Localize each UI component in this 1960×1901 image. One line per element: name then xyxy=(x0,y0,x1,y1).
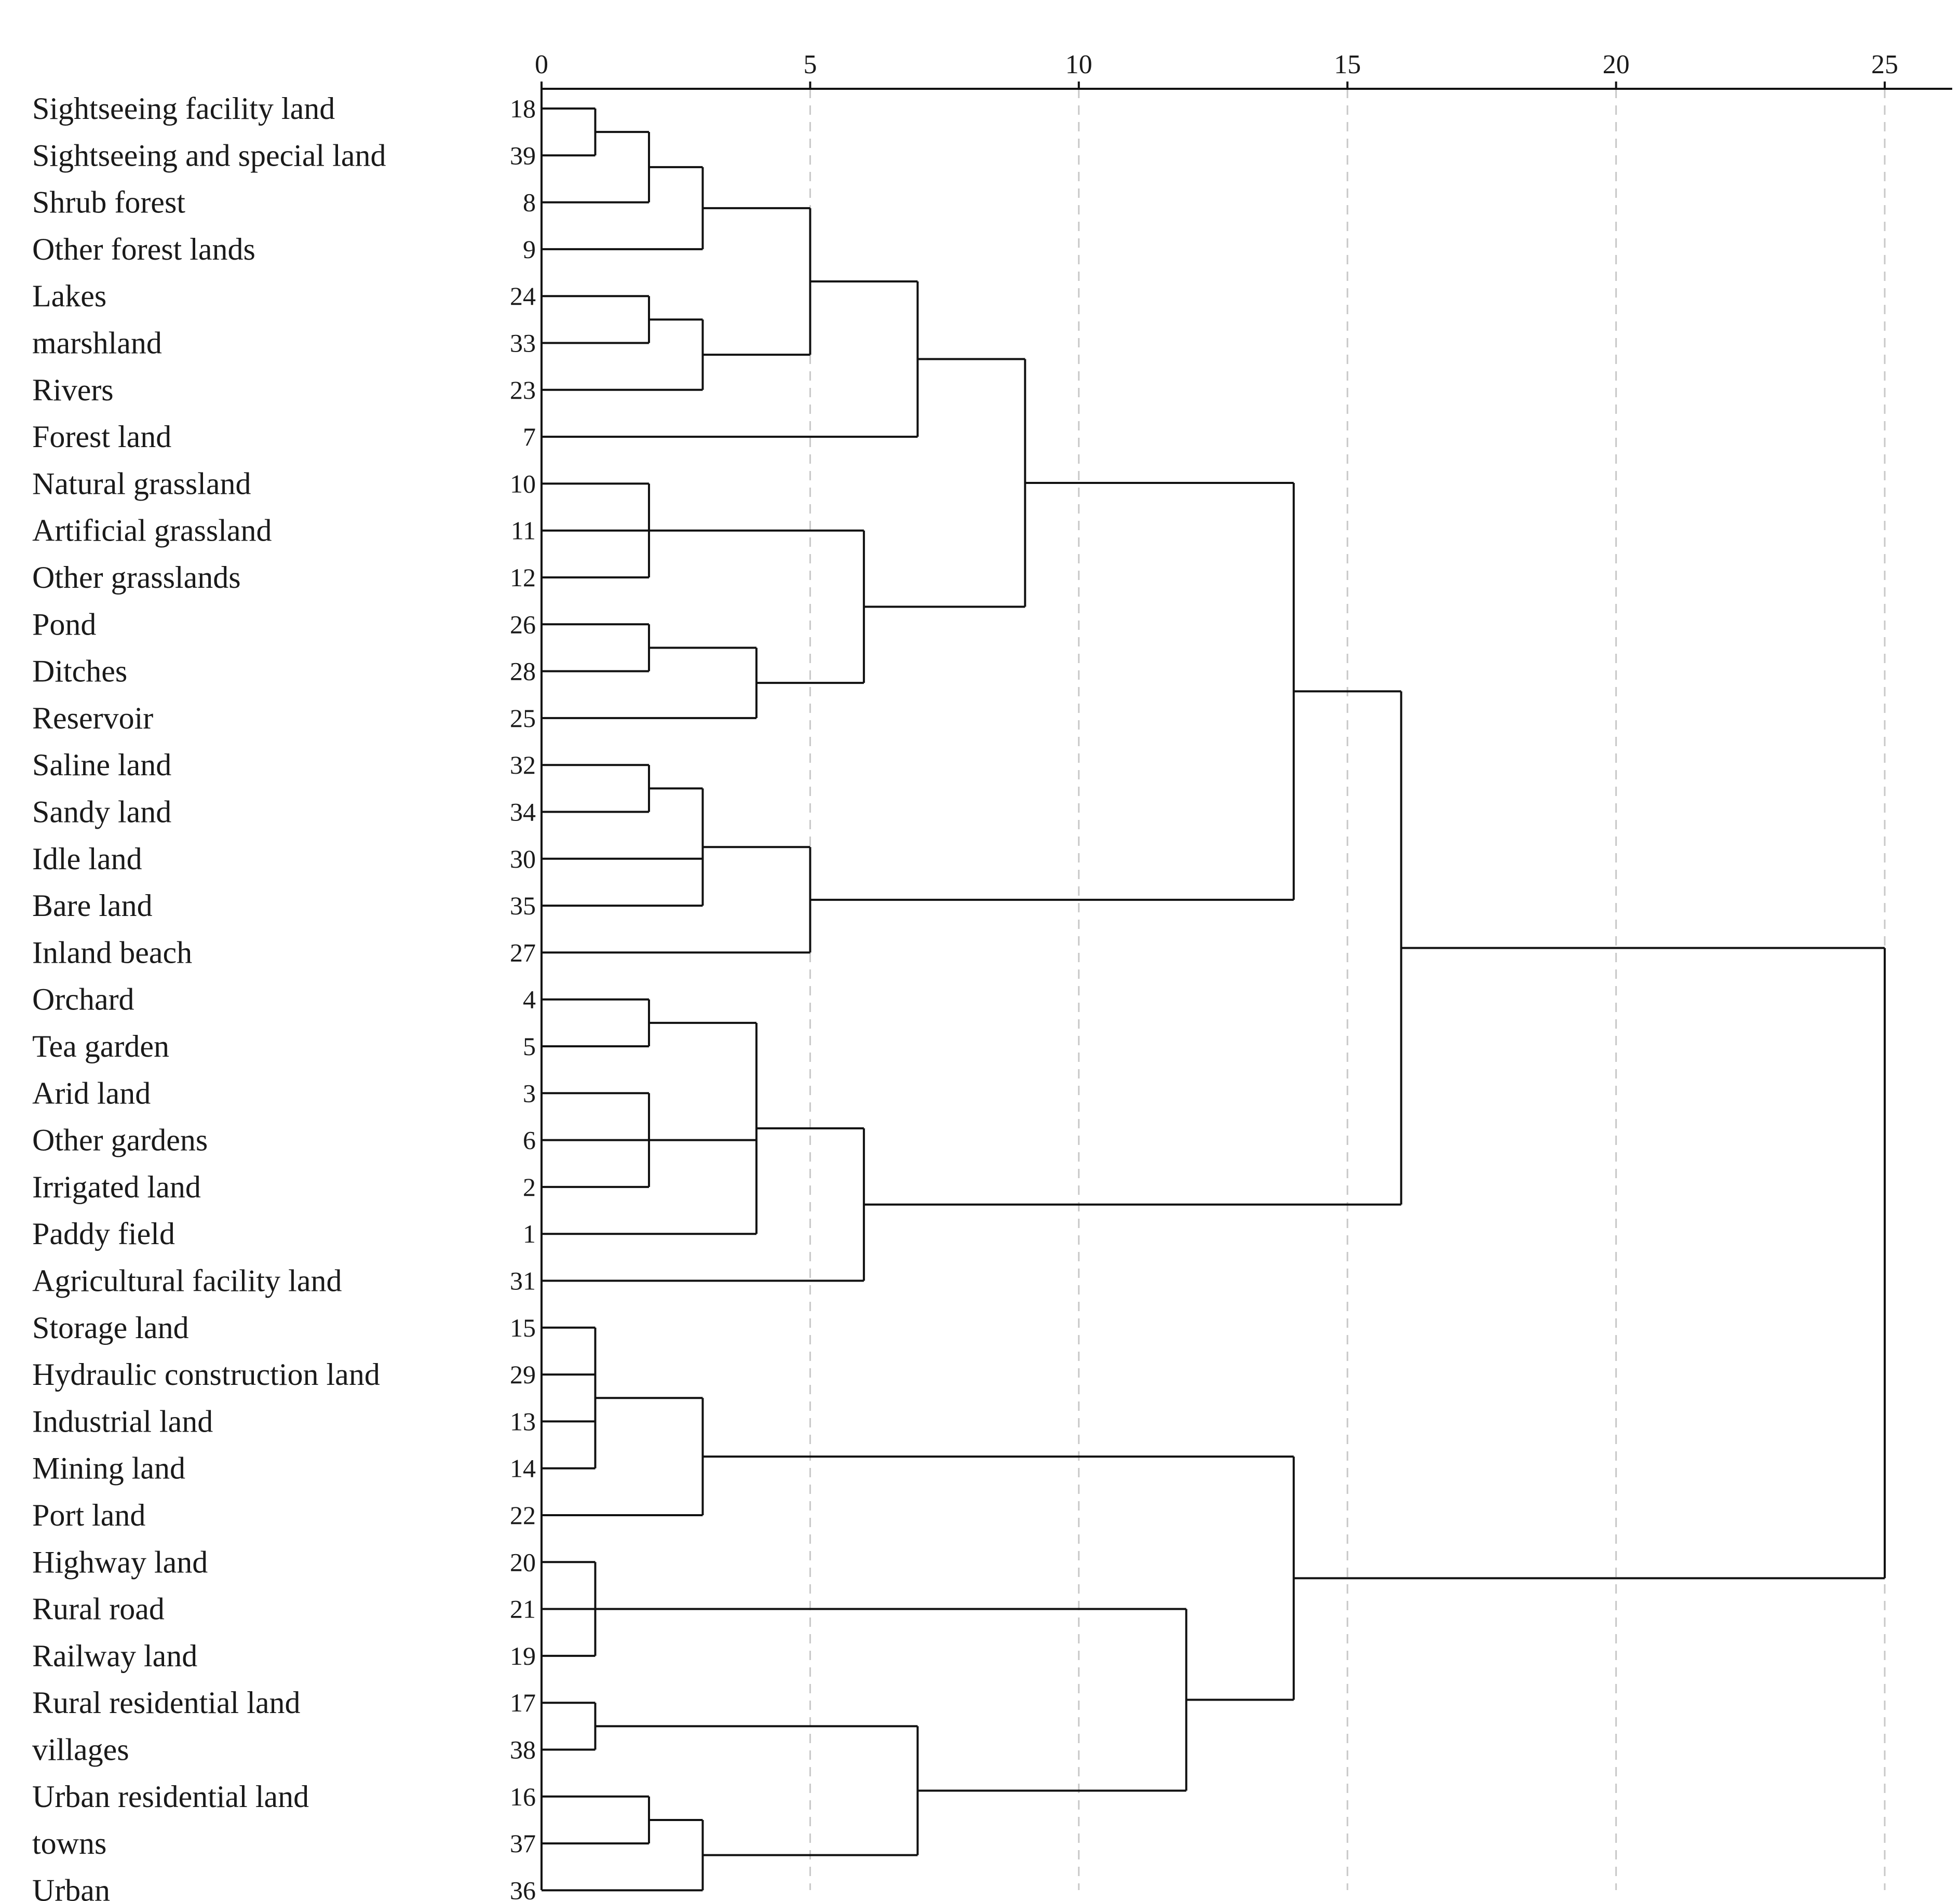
leaf-label: villages xyxy=(32,1733,129,1767)
leaf-index: 36 xyxy=(510,1876,536,1901)
leaf-index: 34 xyxy=(510,798,536,827)
leaf-index: 18 xyxy=(510,94,536,123)
leaf-index: 33 xyxy=(510,329,536,358)
leaf-label: Tea garden xyxy=(32,1029,169,1063)
leaf-index: 19 xyxy=(510,1641,536,1670)
leaf-label: Mining land xyxy=(32,1451,185,1486)
leaf-label: Arid land xyxy=(32,1076,151,1110)
dendrogram-links xyxy=(542,107,1886,1892)
leaf-index: 38 xyxy=(510,1735,536,1764)
leaf-index: 12 xyxy=(510,563,536,592)
leaf-label: Shrub forest xyxy=(32,185,185,220)
leaf-index: 11 xyxy=(511,516,536,545)
leaf-label: marshland xyxy=(32,326,162,360)
leaf-index: 35 xyxy=(510,891,536,920)
leaf-index: 16 xyxy=(510,1782,536,1811)
leaf-label: Other gardens xyxy=(32,1123,208,1157)
leaf-label: Other forest lands xyxy=(32,232,255,266)
leaf-index: 23 xyxy=(510,375,536,405)
leaf-index: 39 xyxy=(510,141,536,170)
leaf-index: 5 xyxy=(523,1032,536,1061)
leaf-label: Sightseeing facility land xyxy=(32,91,335,126)
leaf-index: 9 xyxy=(523,235,536,264)
leaf-label: Idle land xyxy=(32,842,142,876)
leaf-index: 2 xyxy=(523,1172,536,1202)
leaf-index: 13 xyxy=(510,1407,536,1436)
leaf-label: Rural road xyxy=(32,1592,165,1626)
leaf-index: 17 xyxy=(510,1688,536,1717)
leaf-index: 31 xyxy=(510,1266,536,1296)
tick-label-10: 10 xyxy=(1065,50,1092,79)
leaf-index: 21 xyxy=(510,1595,536,1624)
leaf-label: Pond xyxy=(32,607,96,641)
leaf-label: Natural grassland xyxy=(32,466,251,501)
tick-label-5: 5 xyxy=(803,50,817,79)
leaf-index: 14 xyxy=(510,1454,536,1483)
leaf-label: Port land xyxy=(32,1498,145,1532)
leaf-label: Artificial grassland xyxy=(32,514,272,548)
leaf-label: Industrial land xyxy=(32,1404,213,1438)
leaf-index: 29 xyxy=(510,1360,536,1389)
leaf-index: 4 xyxy=(523,985,536,1014)
leaf-index: 15 xyxy=(510,1313,536,1342)
leaf-label: Hydraulic construction land xyxy=(32,1357,380,1392)
leaf-index: 20 xyxy=(510,1547,536,1576)
leaf-label: Rural residential land xyxy=(32,1686,301,1720)
leaf-index: 1 xyxy=(523,1219,536,1248)
leaf-index: 25 xyxy=(510,704,536,733)
leaf-label: Sandy land xyxy=(32,795,171,829)
leaf-label: Bare land xyxy=(32,888,153,923)
tick-label-20: 20 xyxy=(1603,50,1630,79)
leaf-label: Forest land xyxy=(32,420,171,454)
leaf-label: Lakes xyxy=(32,279,106,313)
leaf-label: Paddy field xyxy=(32,1217,175,1251)
leaf-label: Highway land xyxy=(32,1545,208,1579)
leaf-label: Saline land xyxy=(32,748,171,782)
leaf-index: 3 xyxy=(523,1078,536,1108)
leaf-label: towns xyxy=(32,1826,106,1860)
leaf-index: 26 xyxy=(510,610,536,639)
leaf-label: Reservoir xyxy=(32,701,153,735)
leaf-label: Orchard xyxy=(32,982,134,1017)
leaf-index: 10 xyxy=(510,469,536,498)
tick-label-25: 25 xyxy=(1871,50,1898,79)
leaf-index: 24 xyxy=(510,281,536,311)
leaf-label: Inland beach xyxy=(32,935,192,969)
leaf-index: 37 xyxy=(510,1829,536,1858)
leaf-label: Other grasslands xyxy=(32,560,241,595)
leaf-index: 32 xyxy=(510,750,536,779)
tick-label-15: 15 xyxy=(1334,50,1361,79)
leaf-index: 7 xyxy=(523,422,536,451)
leaf-index: 28 xyxy=(510,657,536,686)
leaf-label: Ditches xyxy=(32,654,127,689)
leaf-index: 6 xyxy=(523,1126,536,1155)
leaf-index: 22 xyxy=(510,1501,536,1530)
x-axis: 0 5 10 15 20 25 xyxy=(535,50,1952,1890)
tick-label-0: 0 xyxy=(535,50,548,79)
leaf-label: Urban residential land xyxy=(32,1779,309,1814)
leaf-index: 30 xyxy=(510,844,536,873)
leaf-label: Agricultural facility land xyxy=(32,1264,342,1298)
leaf-label: Railway land xyxy=(32,1639,197,1673)
leaf-label: Rivers xyxy=(32,373,114,407)
leaf-label: Storage land xyxy=(32,1311,189,1345)
leaf-index: 8 xyxy=(523,188,536,217)
leaf-label: Sightseeing and special land xyxy=(32,138,386,172)
leaf-label: Irrigated land xyxy=(32,1170,201,1204)
leaf-index: 27 xyxy=(510,938,536,967)
leaf-label: Urban xyxy=(32,1873,110,1901)
